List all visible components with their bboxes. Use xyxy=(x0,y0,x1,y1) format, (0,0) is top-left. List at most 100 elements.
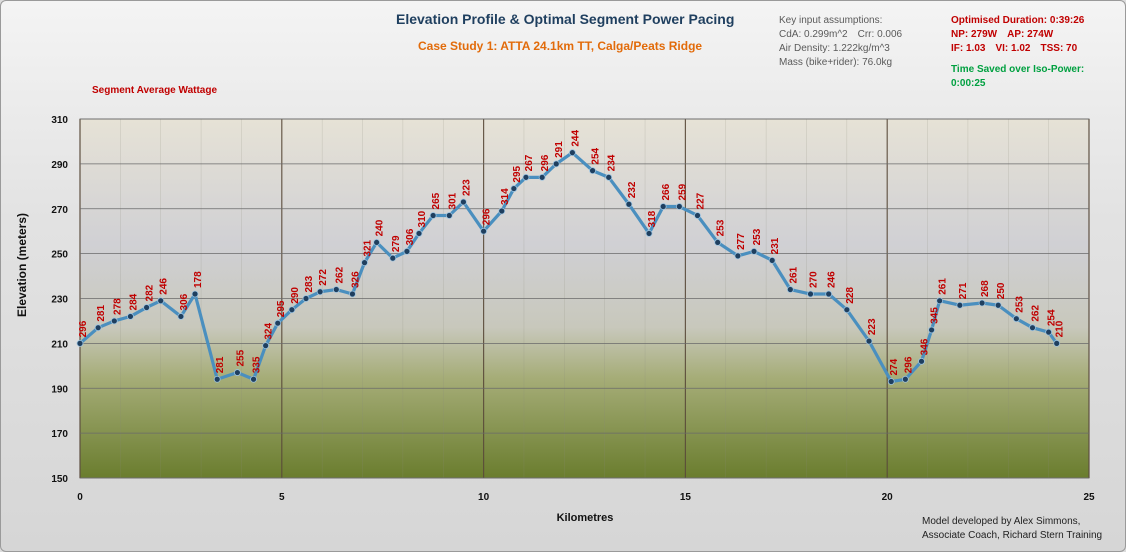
data-point xyxy=(157,297,165,305)
data-point xyxy=(1029,324,1036,332)
wattage-data-label: 281 xyxy=(96,305,107,322)
y-tick-label: 210 xyxy=(51,339,68,350)
data-point xyxy=(522,173,530,181)
wattage-data-label: 178 xyxy=(193,271,204,288)
wattage-data-label: 240 xyxy=(375,219,386,236)
data-point xyxy=(901,375,909,383)
data-point xyxy=(568,149,576,157)
wattage-data-label: 246 xyxy=(159,278,170,295)
np-value: NP: 279W xyxy=(951,29,998,40)
wattage-data-label: 262 xyxy=(1030,305,1041,322)
data-point xyxy=(645,230,653,237)
wattage-data-label: 253 xyxy=(1014,296,1025,313)
results-row-power: NP: 279W AP: 274W xyxy=(951,28,1084,42)
data-point xyxy=(659,203,667,210)
wattage-data-label: 282 xyxy=(145,284,156,301)
wattage-data-label: 345 xyxy=(930,307,941,324)
data-point xyxy=(694,212,701,219)
data-point xyxy=(332,286,340,293)
results-panel: Optimised Duration: 0:39:26 NP: 279W AP: … xyxy=(951,14,1084,56)
y-tick-label: 170 xyxy=(51,429,68,440)
wattage-data-label: 274 xyxy=(889,358,900,375)
data-point xyxy=(552,160,560,168)
y-tick-label: 230 xyxy=(51,295,68,306)
x-axis-label: Kilometres xyxy=(557,512,614,524)
wattage-data-label: 296 xyxy=(482,208,493,225)
data-point xyxy=(213,375,221,383)
wattage-data-label: 306 xyxy=(405,228,416,245)
data-point xyxy=(445,212,453,219)
data-point xyxy=(956,301,964,309)
wattage-data-label: 234 xyxy=(607,154,618,171)
data-point xyxy=(750,247,758,255)
x-tick-label: 15 xyxy=(680,492,692,503)
time-saved-label: Time Saved over Iso-Power: xyxy=(951,64,1085,75)
data-point xyxy=(127,313,134,320)
wattage-data-label: 250 xyxy=(996,282,1007,299)
wattage-data-label: 259 xyxy=(677,183,688,200)
data-point xyxy=(825,290,833,298)
wattage-data-label: 244 xyxy=(570,130,581,147)
data-point xyxy=(373,239,381,246)
data-point xyxy=(429,212,437,219)
wattage-data-label: 254 xyxy=(591,147,602,164)
x-tick-label: 20 xyxy=(882,492,894,503)
wattage-data-label: 301 xyxy=(447,192,458,209)
wattage-data-label: 321 xyxy=(363,239,374,256)
credit-line-2: Associate Coach, Richard Stern Training xyxy=(922,530,1103,541)
air-density-value: Air Density: 1.222kg/m^3 xyxy=(779,43,890,54)
x-tick-label: 5 xyxy=(279,492,285,503)
x-tick-label: 0 xyxy=(77,492,83,503)
segment-wattage-label: Segment Average Wattage xyxy=(92,85,218,96)
crr-value: Crr: 0.006 xyxy=(857,29,903,40)
data-point xyxy=(191,290,199,298)
chart-subtitle: Case Study 1: ATTA 24.1km TT, Calga/Peat… xyxy=(418,39,703,53)
wattage-data-label: 210 xyxy=(1055,320,1066,337)
wattage-data-label: 253 xyxy=(716,219,727,236)
data-point xyxy=(936,297,944,305)
time-saved-panel: Time Saved over Iso-Power: 0:00:25 xyxy=(951,63,1084,91)
data-point xyxy=(498,207,506,215)
assumptions-heading: Key input assumptions: xyxy=(779,15,883,26)
wattage-data-label: 346 xyxy=(920,338,931,355)
chart-title: Elevation Profile & Optimal Segment Powe… xyxy=(396,11,735,27)
wattage-data-label: 283 xyxy=(304,275,315,292)
x-tick-label: 10 xyxy=(478,492,490,503)
data-point xyxy=(415,230,423,237)
wattage-data-label: 271 xyxy=(958,282,969,299)
data-point xyxy=(786,286,794,293)
data-point xyxy=(928,326,935,334)
data-point xyxy=(978,299,986,307)
data-point xyxy=(316,288,324,296)
data-point xyxy=(807,290,814,298)
wattage-data-label: 306 xyxy=(179,293,190,310)
assumptions-panel: Key input assumptions: CdA: 0.299m^2 Crr:… xyxy=(779,14,902,70)
wattage-data-label: 270 xyxy=(809,271,820,288)
credit-note: Model developed by Alex Simmons, Associa… xyxy=(922,515,1102,543)
time-saved-value: 0:00:25 xyxy=(951,78,986,89)
wattage-data-label: 290 xyxy=(290,287,301,304)
data-point xyxy=(768,256,776,264)
y-tick-label: 270 xyxy=(51,205,68,216)
data-point xyxy=(110,317,118,325)
wattage-data-label: 262 xyxy=(334,266,345,283)
y-axis-label: Elevation (meters) xyxy=(15,213,29,317)
wattage-data-label: 279 xyxy=(391,235,402,252)
tss-value: TSS: 70 xyxy=(1040,43,1078,54)
wattage-data-label: 296 xyxy=(540,154,551,171)
wattage-data-label: 281 xyxy=(215,356,226,373)
wattage-data-label: 246 xyxy=(827,271,838,288)
wattage-data-label: 254 xyxy=(1047,309,1058,326)
y-tick-label: 250 xyxy=(51,250,68,261)
data-point xyxy=(389,254,397,262)
mass-value: Mass (bike+rider): 76.0kg xyxy=(779,57,893,68)
wattage-data-label: 223 xyxy=(461,179,472,196)
wattage-data-label: 268 xyxy=(980,280,991,297)
data-point xyxy=(918,357,925,365)
data-point xyxy=(94,324,102,332)
wattage-data-label: 232 xyxy=(627,181,638,198)
results-row-factors: IF: 1.03 VI: 1.02 TSS: 70 xyxy=(951,42,1084,56)
data-point xyxy=(589,167,596,175)
data-point xyxy=(994,301,1002,309)
data-point xyxy=(714,239,722,246)
